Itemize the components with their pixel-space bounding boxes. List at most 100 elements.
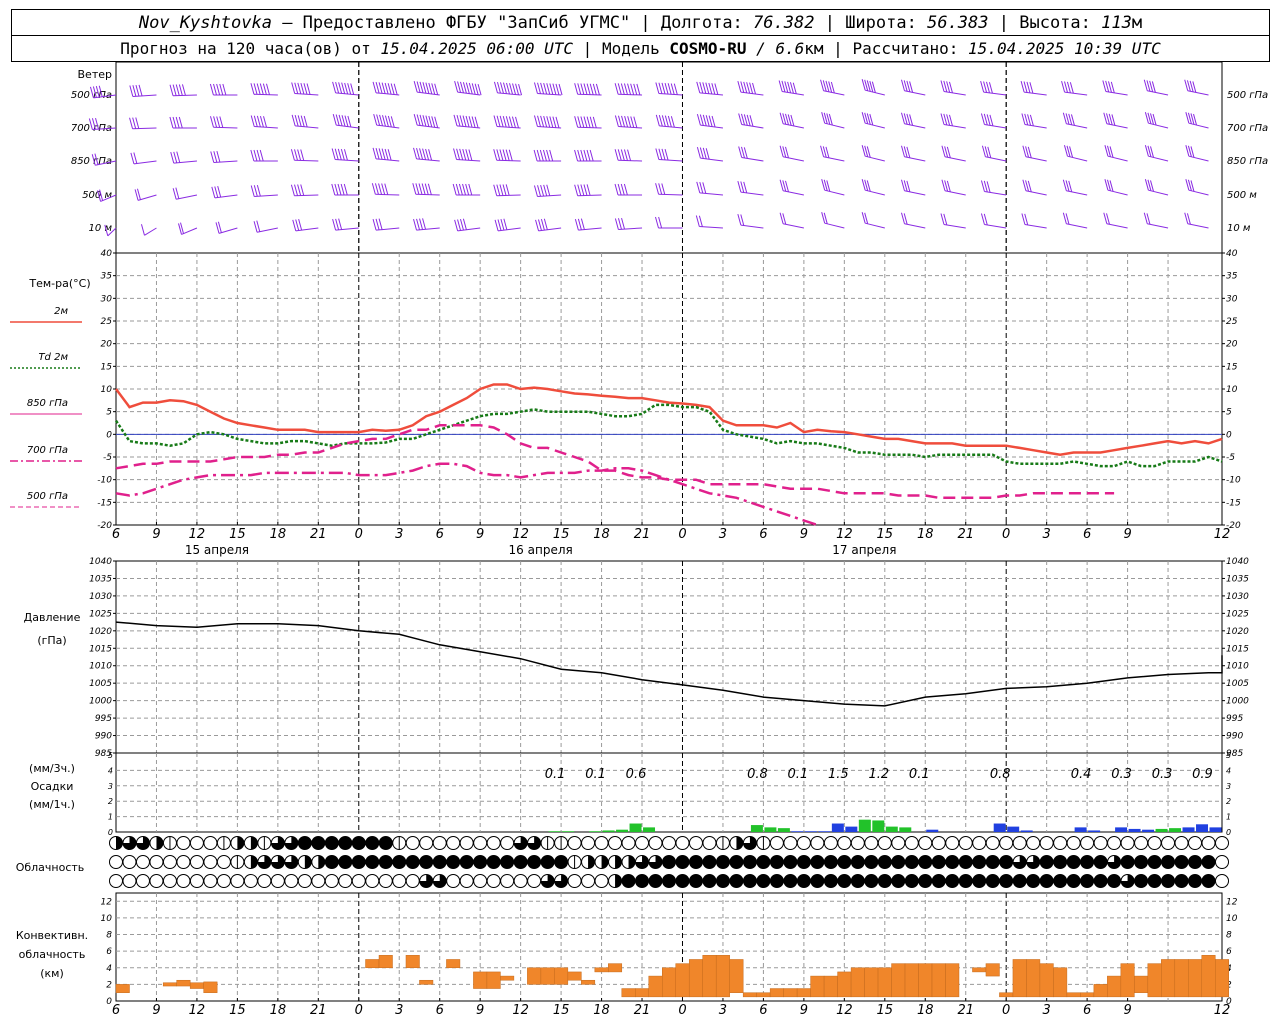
conv-ytick-label: 6 (106, 947, 112, 957)
wind-barb-flag (708, 115, 713, 127)
wind-barb-flag (901, 112, 905, 124)
wind-barb-flag (630, 83, 635, 95)
wind-barb-flag (431, 116, 436, 128)
wind-barb-flag (1064, 81, 1068, 93)
wind-barb-flag (253, 221, 258, 233)
cloud-symbol (985, 836, 1000, 850)
wind-barb-shaft (92, 127, 117, 130)
pres-ytick-label: 995 (1226, 714, 1243, 724)
conv-cloud-bar (945, 963, 960, 998)
pres-ytick-label: 1005 (89, 679, 112, 689)
precip-unit-bottom: (мм/1ч.) (29, 798, 75, 811)
wind-barb-shaft (1187, 90, 1209, 96)
precip-ytick-label: 4 (1226, 766, 1231, 775)
wind-barb-flag (782, 113, 787, 125)
precip-bar (548, 831, 561, 832)
wind-barb-shaft (218, 227, 238, 234)
conv-ytick-label: 2 (106, 980, 112, 990)
wind-barb-flag (381, 82, 386, 94)
wind-barb-flag (592, 83, 597, 95)
cloud-symbol (581, 836, 596, 850)
wind-barb-shaft (181, 227, 198, 235)
conv-xtick-label: 18 (593, 1003, 610, 1018)
wind-barb-flag (300, 184, 305, 196)
precip-bar (629, 823, 642, 832)
wind-barb-flag (901, 212, 905, 224)
wind-barb-shaft (904, 156, 926, 162)
wind-barb-flag (1147, 179, 1152, 191)
wind-barb-flag (866, 180, 871, 192)
wind-barb-flag (711, 115, 716, 128)
wind-barb-flag (614, 218, 619, 230)
pres-ytick-label: 985 (1226, 749, 1243, 759)
precip-total-label: 0.8 (990, 767, 1011, 782)
cloud-symbol-fill (689, 855, 703, 869)
wind-barb-flag (989, 114, 994, 126)
temp-xtick-label: 6 (1083, 527, 1091, 542)
wind-barb-shaft (1187, 223, 1209, 229)
wind-barb-flag (413, 113, 418, 126)
wind-barb-flag (331, 148, 336, 160)
wind-barb-flag (623, 149, 628, 161)
wind-barb-flag (384, 82, 389, 95)
wind-barb-flag (1144, 145, 1149, 157)
wind-barb-flag (375, 81, 380, 94)
conv-cloud-bar (1134, 975, 1149, 993)
cloud-symbol-fill (797, 874, 811, 888)
wind-barb-flag (1185, 112, 1190, 124)
wind-barb-flag (705, 148, 710, 160)
precip-unit-top: (мм/3ч.) (29, 762, 75, 775)
wind-barb-flag (295, 219, 300, 231)
wind-barb-flag (250, 149, 255, 162)
wind-barb-flag (456, 148, 461, 160)
temp-ytick-label: -20 (97, 521, 112, 531)
wind-barb-flag (737, 213, 742, 226)
wind-barb-flag (589, 116, 594, 128)
wind-barb-shaft (213, 160, 238, 163)
wind-barb-flag (617, 183, 622, 196)
wind-barb-flag (216, 150, 221, 163)
wind-barb-flag (983, 180, 988, 193)
conv-frame (115, 892, 1223, 1002)
wind-barb-flag (457, 81, 462, 93)
cloud-symbol-fill (433, 855, 447, 869)
wind-barb-flag (543, 115, 548, 128)
cloud-symbol (203, 855, 218, 869)
cloud-symbol-fill (1026, 874, 1040, 888)
wind-barb-flag (549, 116, 554, 128)
temp-ytick-label: 0 (106, 430, 112, 440)
wind-barb-flag (986, 181, 991, 193)
wind-barb-flag (422, 82, 427, 94)
precip-ytick-label: 0 (108, 828, 113, 837)
conv-cloud-bar (162, 982, 177, 987)
wind-barb-flag (667, 115, 672, 128)
wind-barb-flag (297, 82, 302, 95)
conv-cloud-bar (1215, 959, 1229, 998)
conv-cloud-bar (891, 963, 906, 998)
wind-barb-flag (259, 115, 264, 128)
wind-barb-flag (861, 179, 866, 191)
cloud-symbol-fill (419, 855, 433, 869)
header-station-row: Nov_Kyshtovka — Предоставлено ФГБУ "ЗапС… (11, 9, 1270, 36)
wind-barb-shaft (904, 223, 926, 229)
cloud-symbol-fill (702, 874, 716, 888)
wind-barb-flag (1144, 179, 1149, 191)
precip-bar (1115, 827, 1128, 832)
cloud-symbol (122, 874, 137, 888)
wind-barb-flag (670, 83, 675, 95)
cloud-symbol (635, 836, 650, 850)
wind-barb-flag (413, 80, 418, 93)
header-forecast-row: Прогноз на 120 часа(ов) от 15.04.2025 06… (11, 35, 1270, 62)
wind-barb-flag (1027, 146, 1032, 159)
wind-barb-flag (614, 83, 619, 95)
wind-barb-flag (537, 82, 542, 94)
wind-barb-flag (379, 114, 384, 127)
wind-barb-flag (737, 80, 742, 93)
wind-barb-shaft (294, 194, 319, 197)
wind-barb-flag (335, 114, 340, 126)
cloud-symbol (176, 874, 191, 888)
wind-barb-flag (422, 218, 427, 230)
pres-ytick-label: 1040 (89, 557, 112, 567)
wind-barb-flag (782, 213, 787, 225)
cloud-symbol-fill (1175, 855, 1189, 869)
